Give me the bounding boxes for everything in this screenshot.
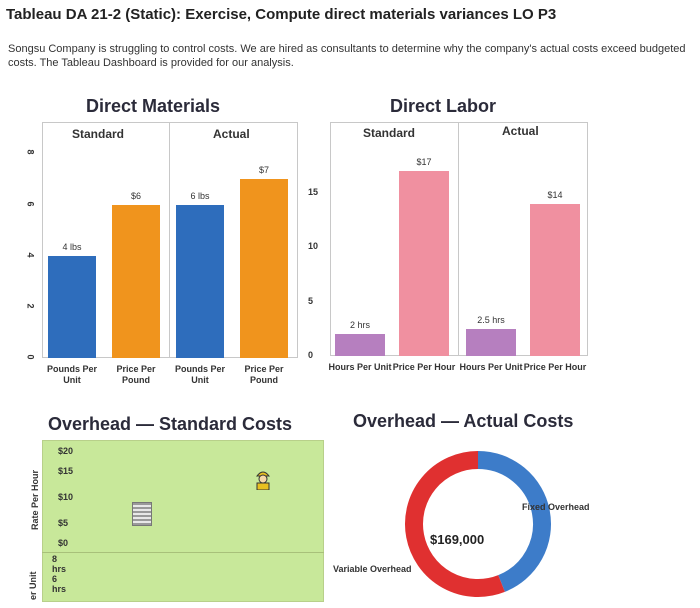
overhead-hour-tick-1: 8 hrs: [52, 554, 67, 574]
materials-category-4: Price Per Pound: [244, 364, 284, 385]
materials-y-tick-4: 2: [25, 303, 36, 309]
materials-category-3: Pounds Per Unit: [174, 364, 225, 385]
materials-y-tick-2: 6: [25, 200, 36, 207]
overhead-hour-tick-2: 6 hrs: [52, 574, 67, 594]
labor-category-4: Price Per Hour: [523, 362, 587, 372]
materials-y-tick-1: 8: [25, 149, 36, 155]
labor-y-tick-1: 15: [308, 186, 319, 197]
intro-text: Songsu Company is struggling to control …: [8, 43, 686, 69]
materials-bar-label-3: 6 lbs: [190, 190, 210, 201]
materials-bar-label-1: 4 lbs: [62, 241, 82, 252]
overhead-rate-tick-5: $0: [58, 538, 69, 548]
labor-heading: Direct Labor: [390, 96, 497, 116]
labor-bar-label-4: $14: [547, 189, 563, 200]
overhead-rate-tick-4: $5: [58, 518, 69, 528]
labor-bar-2: [399, 171, 449, 356]
overhead-standard-area: [42, 440, 324, 602]
labor-category-2: Price Per Hour: [392, 362, 456, 372]
donut-slice-variable-overhead: [405, 451, 505, 597]
labor-standard-label: Standard: [363, 126, 416, 140]
overhead-actual-total: $169,000: [430, 532, 485, 547]
building-icon: [132, 502, 152, 526]
labor-bar-label-3: 2.5 hrs: [477, 314, 505, 325]
rate-per-hour-axis-label: Rate Per Hour: [30, 469, 40, 530]
fixed-overhead-label: Fixed Overhead: [522, 502, 590, 512]
labor-bar-label-2: $17: [416, 157, 432, 168]
overhead-rate-tick-3: $10: [58, 492, 74, 502]
materials-bar-1: [48, 255, 96, 358]
labor-bar-label-1: 2 hrs: [349, 320, 370, 331]
materials-y-tick-3: 4: [25, 252, 36, 258]
labor-y-tick-3: 5: [308, 295, 314, 306]
labor-actual-label: Actual: [502, 124, 539, 138]
materials-heading: Direct Materials: [86, 96, 221, 116]
overhead-actual-heading: Overhead — Actual Costs: [353, 411, 574, 431]
labor-bar-3: [466, 328, 516, 356]
variable-overhead-label: Variable Overhead: [333, 564, 412, 574]
materials-category-2: Price Per Pound: [116, 364, 156, 385]
overhead-rate-tick-1: $20: [58, 446, 74, 456]
materials-divider: [169, 122, 170, 358]
materials-actual-label: Actual: [213, 127, 250, 141]
materials-category-1: Pounds Per Unit: [46, 364, 97, 385]
overhead-standard-split: [42, 552, 324, 553]
materials-bar-2: [112, 204, 160, 358]
materials-bar-label-2: $6: [130, 190, 141, 201]
labor-bar-4: [530, 203, 580, 356]
labor-divider: [458, 122, 459, 356]
labor-category-3: Hours Per Unit: [459, 362, 523, 372]
labor-y-tick-2: 10: [308, 241, 319, 252]
materials-standard-label: Standard: [72, 127, 125, 141]
materials-bar-4: [240, 178, 288, 358]
overhead-rate-tick-2: $15: [58, 466, 74, 476]
labor-chart-frame: [330, 122, 588, 356]
donut-slice-fixed-overhead: [477, 451, 551, 592]
materials-bar-label-4: $7: [258, 164, 269, 175]
per-unit-axis-label: er Unit: [28, 571, 38, 600]
labor-y-tick-4: 0: [308, 350, 314, 360]
overhead-standard-heading: Overhead — Standard Costs: [48, 414, 293, 434]
labor-bar-1: [335, 334, 385, 356]
materials-y-tick-5: 0: [25, 354, 36, 360]
materials-bar-3: [176, 204, 224, 358]
labor-category-1: Hours Per Unit: [328, 362, 392, 372]
page-title: Tableau DA 21-2 (Static): Exercise, Comp…: [6, 6, 557, 23]
overhead-actual-donut: [405, 451, 551, 597]
materials-chart-frame: [42, 122, 298, 358]
worker-icon: [254, 468, 272, 491]
